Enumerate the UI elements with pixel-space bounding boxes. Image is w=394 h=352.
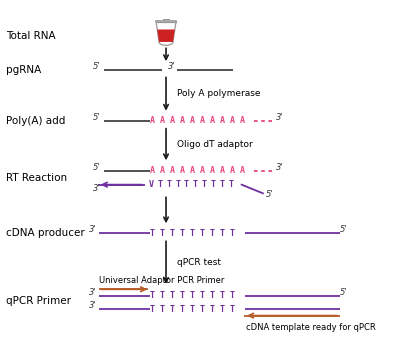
Text: A: A: [219, 166, 225, 175]
Text: A: A: [180, 166, 185, 175]
Text: T: T: [193, 180, 198, 189]
Text: 3': 3': [93, 184, 100, 193]
Text: T: T: [170, 229, 175, 238]
Text: T: T: [210, 291, 215, 300]
Text: 3': 3': [276, 163, 283, 172]
Text: T: T: [150, 291, 155, 300]
Text: A: A: [200, 166, 205, 175]
Text: T: T: [190, 305, 195, 314]
Text: T: T: [202, 180, 207, 189]
Text: T: T: [210, 229, 215, 238]
Text: V: V: [149, 180, 154, 189]
Text: T: T: [150, 229, 155, 238]
Text: T: T: [219, 229, 225, 238]
Text: T: T: [184, 180, 189, 189]
Text: T: T: [170, 291, 175, 300]
Text: A: A: [190, 116, 195, 125]
Text: T: T: [230, 291, 234, 300]
Text: T: T: [210, 305, 215, 314]
Text: A: A: [180, 116, 185, 125]
Text: 3': 3': [89, 288, 97, 296]
Text: 5': 5': [340, 225, 347, 234]
Text: A: A: [240, 166, 244, 175]
Text: 5': 5': [93, 113, 100, 121]
Text: cDNA template ready for qPCR: cDNA template ready for qPCR: [246, 323, 375, 332]
Text: T: T: [200, 305, 205, 314]
Text: T: T: [180, 305, 185, 314]
Text: T: T: [211, 180, 216, 189]
Text: 5': 5': [93, 163, 100, 172]
Text: T: T: [190, 229, 195, 238]
Text: 3': 3': [276, 113, 283, 121]
Text: T: T: [158, 180, 162, 189]
Text: A: A: [190, 166, 195, 175]
Text: T: T: [166, 180, 171, 189]
Text: T: T: [200, 229, 205, 238]
Text: A: A: [230, 116, 234, 125]
Text: 3': 3': [89, 225, 97, 234]
Text: T: T: [190, 291, 195, 300]
Text: Oligo dT adaptor: Oligo dT adaptor: [177, 140, 253, 149]
Text: pgRNA: pgRNA: [6, 65, 42, 75]
Text: A: A: [150, 116, 155, 125]
Text: A: A: [210, 166, 215, 175]
Text: 5': 5': [93, 62, 100, 71]
Text: T: T: [230, 229, 234, 238]
Text: 5': 5': [266, 190, 273, 199]
Text: A: A: [230, 166, 234, 175]
Text: Universal Adaptor PCR Primer: Universal Adaptor PCR Primer: [98, 276, 224, 285]
Text: T: T: [180, 229, 185, 238]
Text: T: T: [175, 180, 180, 189]
Text: cDNA producer: cDNA producer: [6, 228, 85, 238]
Text: Poly A polymerase: Poly A polymerase: [177, 89, 260, 98]
Text: T: T: [160, 305, 165, 314]
Text: A: A: [210, 116, 215, 125]
Text: RT Reaction: RT Reaction: [6, 173, 67, 183]
Polygon shape: [157, 30, 175, 42]
Text: T: T: [160, 291, 165, 300]
Text: Poly(A) add: Poly(A) add: [6, 115, 66, 126]
Text: T: T: [200, 291, 205, 300]
Text: T: T: [219, 180, 225, 189]
Text: 5': 5': [340, 288, 347, 296]
Text: A: A: [219, 116, 225, 125]
Text: A: A: [160, 116, 165, 125]
Text: A: A: [170, 166, 175, 175]
Text: T: T: [219, 305, 225, 314]
Text: T: T: [170, 305, 175, 314]
Text: A: A: [170, 116, 175, 125]
Text: T: T: [219, 291, 225, 300]
Text: T: T: [180, 291, 185, 300]
Text: A: A: [200, 116, 205, 125]
Text: T: T: [160, 229, 165, 238]
Text: T: T: [229, 180, 234, 189]
Text: T: T: [230, 305, 234, 314]
Text: qPCR test: qPCR test: [177, 258, 221, 267]
Text: 3': 3': [89, 301, 97, 310]
Text: A: A: [240, 116, 244, 125]
Text: A: A: [150, 166, 155, 175]
Text: qPCR Primer: qPCR Primer: [6, 296, 71, 306]
Text: Total RNA: Total RNA: [6, 31, 56, 41]
Text: 3': 3': [167, 62, 175, 71]
Text: T: T: [150, 305, 155, 314]
Text: A: A: [160, 166, 165, 175]
